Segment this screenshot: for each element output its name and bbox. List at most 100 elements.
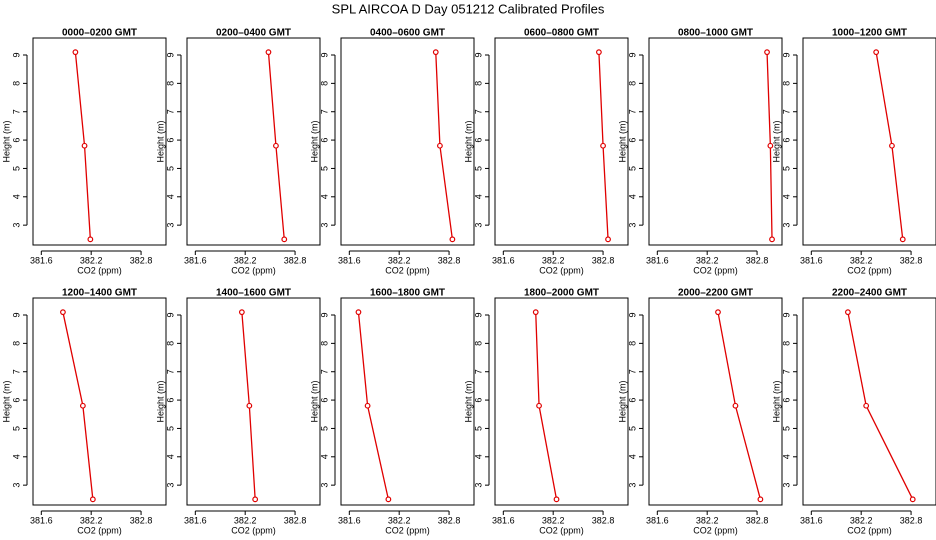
y-axis-label: Height (m) xyxy=(309,120,319,162)
plot-frame xyxy=(494,37,629,246)
y-tick-label: 9 xyxy=(473,53,483,58)
point xyxy=(532,309,539,316)
x-tick-label: 382.2 xyxy=(850,255,873,265)
y-tick-label: 8 xyxy=(165,81,175,86)
plot-frame xyxy=(340,297,475,506)
y-tick-label: 6 xyxy=(473,398,483,403)
point xyxy=(281,236,288,243)
plot-frame xyxy=(340,37,475,246)
y-tick-label: 9 xyxy=(165,313,175,318)
y-tick-label: 9 xyxy=(781,313,791,318)
y-tick-label: 6 xyxy=(165,398,175,403)
point xyxy=(81,142,88,149)
x-axis-label: CO2 (ppm) xyxy=(539,525,584,535)
point xyxy=(553,496,560,503)
panel-title: 1600–1800 GMT xyxy=(370,288,445,299)
x-axis-label: CO2 (ppm) xyxy=(693,525,738,535)
y-tick-label: 7 xyxy=(473,369,483,374)
plot-frame xyxy=(802,297,936,506)
plot-frame xyxy=(186,297,321,506)
x-tick-label: 381.6 xyxy=(184,255,207,265)
x-axis-label: CO2 (ppm) xyxy=(847,265,892,275)
x-tick-label: 382.8 xyxy=(592,515,615,525)
plot-frame xyxy=(494,297,629,506)
y-tick-label: 7 xyxy=(627,109,637,114)
y-tick-label: 6 xyxy=(781,138,791,143)
y-tick-label: 5 xyxy=(319,166,329,171)
x-tick-label: 382.8 xyxy=(438,515,461,525)
x-axis-label: CO2 (ppm) xyxy=(231,525,276,535)
y-tick-label: 6 xyxy=(11,138,21,143)
x-tick-label: 382.8 xyxy=(746,255,769,265)
y-tick-label: 5 xyxy=(11,426,21,431)
panel-title: 1000–1200 GMT xyxy=(832,28,907,39)
y-axis-label: Height (m) xyxy=(463,120,473,162)
y-tick-label: 9 xyxy=(473,313,483,318)
x-tick-label: 382.2 xyxy=(542,255,565,265)
y-tick-label: 3 xyxy=(473,223,483,228)
y-tick-label: 3 xyxy=(11,223,21,228)
y-tick-label: 5 xyxy=(627,426,637,431)
x-tick-label: 381.6 xyxy=(646,515,669,525)
x-tick-label: 382.8 xyxy=(746,515,769,525)
y-tick-label: 3 xyxy=(319,223,329,228)
profile-line xyxy=(62,312,94,500)
plot-frame xyxy=(648,297,783,506)
point xyxy=(863,402,870,409)
panel-title: 0800–1000 GMT xyxy=(678,28,753,39)
y-tick-label: 8 xyxy=(473,341,483,346)
y-tick-label: 3 xyxy=(781,483,791,488)
point xyxy=(757,496,764,503)
x-tick-label: 382.8 xyxy=(592,255,615,265)
y-axis-label: Height (m) xyxy=(771,120,781,162)
panel-title: 0400–0600 GMT xyxy=(370,28,445,39)
x-tick-label: 382.8 xyxy=(130,255,153,265)
y-tick-label: 9 xyxy=(627,313,637,318)
y-tick-label: 4 xyxy=(11,194,21,199)
y-tick-label: 9 xyxy=(781,53,791,58)
x-tick-label: 382.2 xyxy=(696,515,719,525)
y-tick-label: 9 xyxy=(165,53,175,58)
y-tick-label: 9 xyxy=(11,313,21,318)
point xyxy=(732,402,739,409)
y-tick-label: 3 xyxy=(11,483,21,488)
y-tick-label: 7 xyxy=(11,109,21,114)
point xyxy=(385,496,392,503)
x-tick-label: 382.2 xyxy=(234,255,257,265)
x-tick-label: 381.6 xyxy=(800,515,823,525)
x-axis-label: CO2 (ppm) xyxy=(385,265,430,275)
y-axis-label: Height (m) xyxy=(617,380,627,422)
panel-title: 0600–0800 GMT xyxy=(524,28,599,39)
y-tick-label: 4 xyxy=(473,194,483,199)
x-axis-label: CO2 (ppm) xyxy=(231,265,276,275)
y-axis-label: Height (m) xyxy=(155,120,165,162)
x-tick-label: 382.8 xyxy=(900,255,923,265)
y-axis-label: Height (m) xyxy=(463,380,473,422)
point xyxy=(355,309,362,316)
x-tick-label: 381.6 xyxy=(30,255,53,265)
point xyxy=(844,309,851,316)
y-tick-label: 4 xyxy=(165,454,175,459)
y-tick-label: 7 xyxy=(319,109,329,114)
point xyxy=(899,236,906,243)
y-tick-label: 7 xyxy=(473,109,483,114)
x-tick-label: 382.8 xyxy=(900,515,923,525)
y-tick-label: 6 xyxy=(627,398,637,403)
point xyxy=(769,236,775,243)
y-tick-label: 5 xyxy=(627,166,637,171)
x-tick-label: 381.6 xyxy=(184,515,207,525)
y-tick-label: 4 xyxy=(165,194,175,199)
y-tick-label: 9 xyxy=(319,53,329,58)
y-tick-label: 6 xyxy=(627,138,637,143)
y-tick-label: 5 xyxy=(473,426,483,431)
x-tick-label: 382.2 xyxy=(80,515,103,525)
point xyxy=(252,496,259,503)
x-tick-label: 382.2 xyxy=(542,515,565,525)
y-tick-label: 8 xyxy=(473,81,483,86)
y-tick-label: 7 xyxy=(319,369,329,374)
y-tick-label: 6 xyxy=(319,138,329,143)
y-tick-label: 5 xyxy=(319,426,329,431)
y-tick-label: 6 xyxy=(473,138,483,143)
point xyxy=(600,142,606,149)
